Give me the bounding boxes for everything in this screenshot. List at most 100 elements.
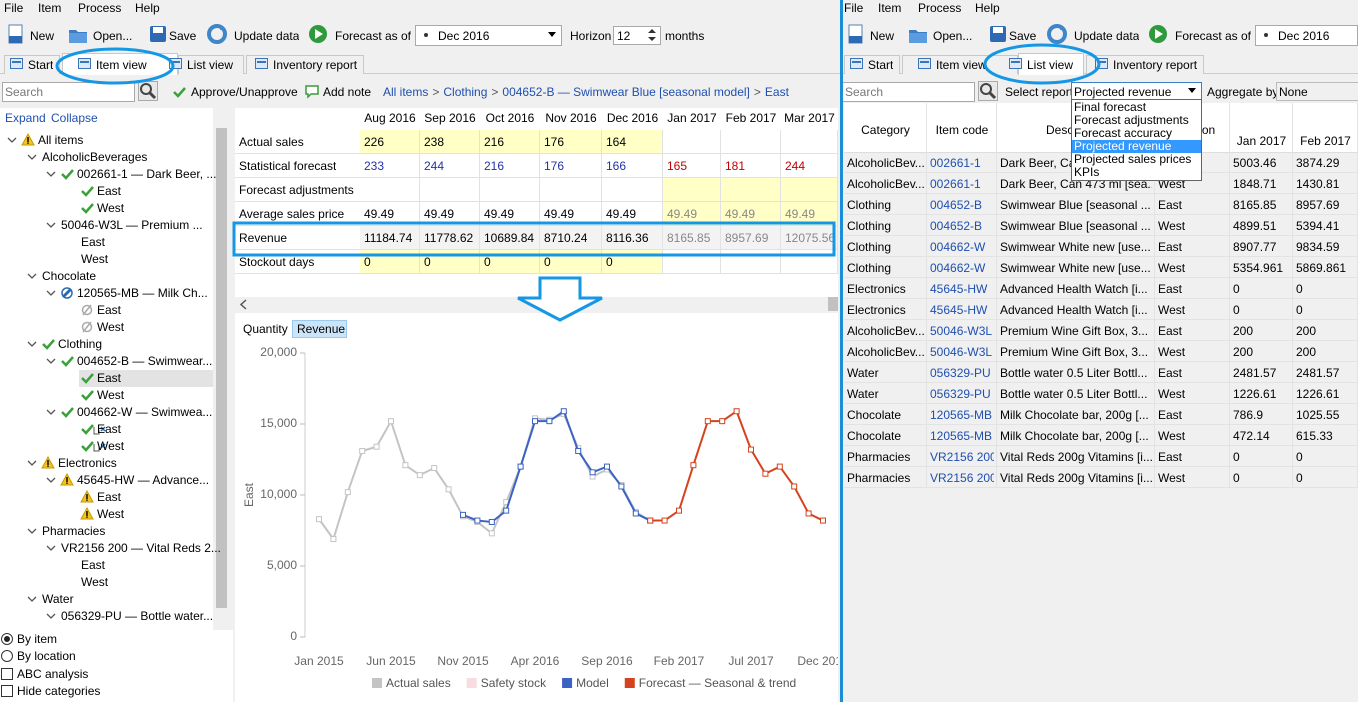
tree-item[interactable]: East [97, 422, 122, 436]
table-cell[interactable] [480, 130, 540, 154]
tree-item[interactable]: East [81, 235, 106, 249]
tree-item[interactable]: West [81, 575, 109, 589]
tree-item[interactable]: 004652-B — Swimwear... [77, 354, 213, 368]
toolbar-button[interactable]: New [30, 29, 55, 43]
list-cell[interactable]: 45645-HW [930, 282, 988, 296]
tree-item[interactable]: Water [42, 592, 74, 606]
tree-control[interactable]: Collapse [51, 111, 98, 125]
tree-item[interactable]: Electronics [58, 456, 117, 470]
list-cell[interactable]: 120565-MB [930, 408, 993, 422]
checkbox[interactable] [1, 684, 13, 697]
breadcrumb-item[interactable]: All items [383, 85, 429, 99]
table-cell[interactable] [480, 178, 540, 202]
menu-item[interactable]: File [844, 1, 864, 15]
tree-item[interactable]: 056329-PU — Bottle water... [61, 609, 214, 623]
option-label[interactable]: Hide categories [17, 683, 101, 698]
action[interactable]: Add note [323, 85, 372, 99]
period-dropdown[interactable] [415, 25, 562, 46]
table-cell[interactable] [721, 130, 781, 154]
table-cell[interactable] [781, 154, 838, 178]
table-cell[interactable] [602, 154, 663, 178]
table-cell[interactable] [540, 130, 602, 154]
table-cell[interactable] [540, 154, 602, 178]
table-cell[interactable] [781, 130, 838, 154]
tree-item[interactable]: All items [38, 133, 84, 147]
tree-item[interactable]: West [97, 439, 125, 453]
table-cell[interactable] [602, 178, 663, 202]
toolbar-button[interactable]: Forecast [335, 29, 382, 43]
tree-item[interactable]: Chocolate [42, 269, 97, 283]
tree-item[interactable]: West [97, 388, 125, 402]
list-cell[interactable]: 002661-1 [930, 156, 981, 170]
tab[interactable] [246, 55, 364, 74]
tree-item[interactable]: West [97, 201, 125, 215]
tree-item[interactable]: East [97, 371, 122, 385]
toolbar-button[interactable]: New [870, 29, 895, 43]
tree-item[interactable]: West [81, 252, 109, 266]
menu-item[interactable]: Item [878, 1, 902, 15]
report-option[interactable]: Projected revenue [1072, 140, 1201, 153]
table-cell[interactable] [420, 154, 480, 178]
toolbar-button[interactable]: Save [1009, 29, 1037, 43]
menu-item[interactable]: Item [38, 1, 62, 15]
chart-tab-active[interactable] [292, 320, 347, 338]
option-label[interactable]: By item [17, 632, 58, 646]
chart-tab[interactable]: Quantity [243, 322, 288, 336]
toolbar-button[interactable]: Open... [93, 29, 133, 43]
list-cell[interactable]: 45645-HW [930, 303, 988, 317]
table-cell[interactable] [360, 178, 420, 202]
menu-item[interactable]: Process [78, 1, 122, 15]
list-cell[interactable]: 004652-B [930, 219, 983, 233]
toolbar-button[interactable]: Update data [1074, 29, 1140, 43]
tree-item[interactable]: 45645-HW — Advance... [77, 473, 210, 487]
tree-item[interactable]: East [97, 303, 122, 317]
tree-item[interactable]: West [97, 507, 125, 521]
toolbar-button[interactable]: Open... [933, 29, 973, 43]
list-cell[interactable]: VR2156 200 [930, 450, 994, 464]
list-cell[interactable]: 002661-1 [930, 177, 981, 191]
option-label[interactable]: ABC analysis [17, 666, 89, 681]
list-cell[interactable]: 50046-W3L [930, 345, 993, 359]
tree-item[interactable]: AlcoholicBeverages [42, 150, 148, 164]
table-cell[interactable] [540, 178, 602, 202]
tree-item[interactable]: 50046-W3L — Premium ... [61, 218, 203, 232]
radio[interactable] [1, 650, 13, 663]
checkbox[interactable] [1, 667, 13, 680]
tree-item[interactable]: 120565-MB — Milk Ch... [77, 286, 208, 300]
table-cell[interactable] [420, 178, 480, 202]
table-cell[interactable] [721, 250, 781, 274]
list-cell[interactable]: 004662-W [930, 240, 986, 254]
toolbar-button[interactable]: Update data [234, 29, 300, 43]
report-option[interactable]: Projected sales prices [1072, 153, 1201, 166]
list-cell[interactable]: 120565-MB [930, 429, 993, 443]
list-cell[interactable]: 056329-PU [930, 366, 991, 380]
table-cell[interactable] [721, 178, 781, 202]
list-cell[interactable]: 056329-PU [930, 387, 991, 401]
tree-item[interactable]: 004662-W — Swimwea... [77, 405, 213, 419]
tree-item[interactable]: West [97, 320, 125, 334]
table-cell[interactable] [721, 154, 781, 178]
list-cell[interactable]: 004652-B [930, 198, 983, 212]
report-option[interactable]: KPIs [1072, 166, 1201, 179]
breadcrumb-item[interactable]: East [764, 85, 789, 99]
table-cell[interactable] [781, 178, 838, 202]
menu-item[interactable]: File [4, 1, 24, 15]
toolbar-button[interactable]: Save [169, 29, 197, 43]
tree-item[interactable]: 002661-1 — Dark Beer, ... [77, 167, 217, 181]
tree-item[interactable]: East [81, 558, 106, 572]
option-label[interactable]: By location [17, 649, 76, 664]
table-cell[interactable] [781, 250, 838, 274]
tree-item[interactable]: VR2156 200 — Vital Reds 2... [61, 541, 221, 555]
table-cell[interactable] [360, 154, 420, 178]
list-cell[interactable]: 004662-W [930, 261, 986, 275]
tree-control[interactable]: Expand [5, 111, 46, 125]
breadcrumb-item[interactable]: 004652-B — Swimwear Blue [seasonal model… [502, 85, 750, 99]
table-cell[interactable] [420, 130, 480, 154]
table-cell[interactable] [663, 154, 721, 178]
action[interactable]: Approve/Unapprove [191, 85, 298, 99]
aggregate-dropdown[interactable] [1276, 82, 1358, 101]
tree-item[interactable]: East [97, 184, 122, 198]
table-cell[interactable] [663, 178, 721, 202]
breadcrumb-item[interactable]: Clothing [443, 85, 488, 99]
table-cell[interactable] [602, 130, 663, 154]
